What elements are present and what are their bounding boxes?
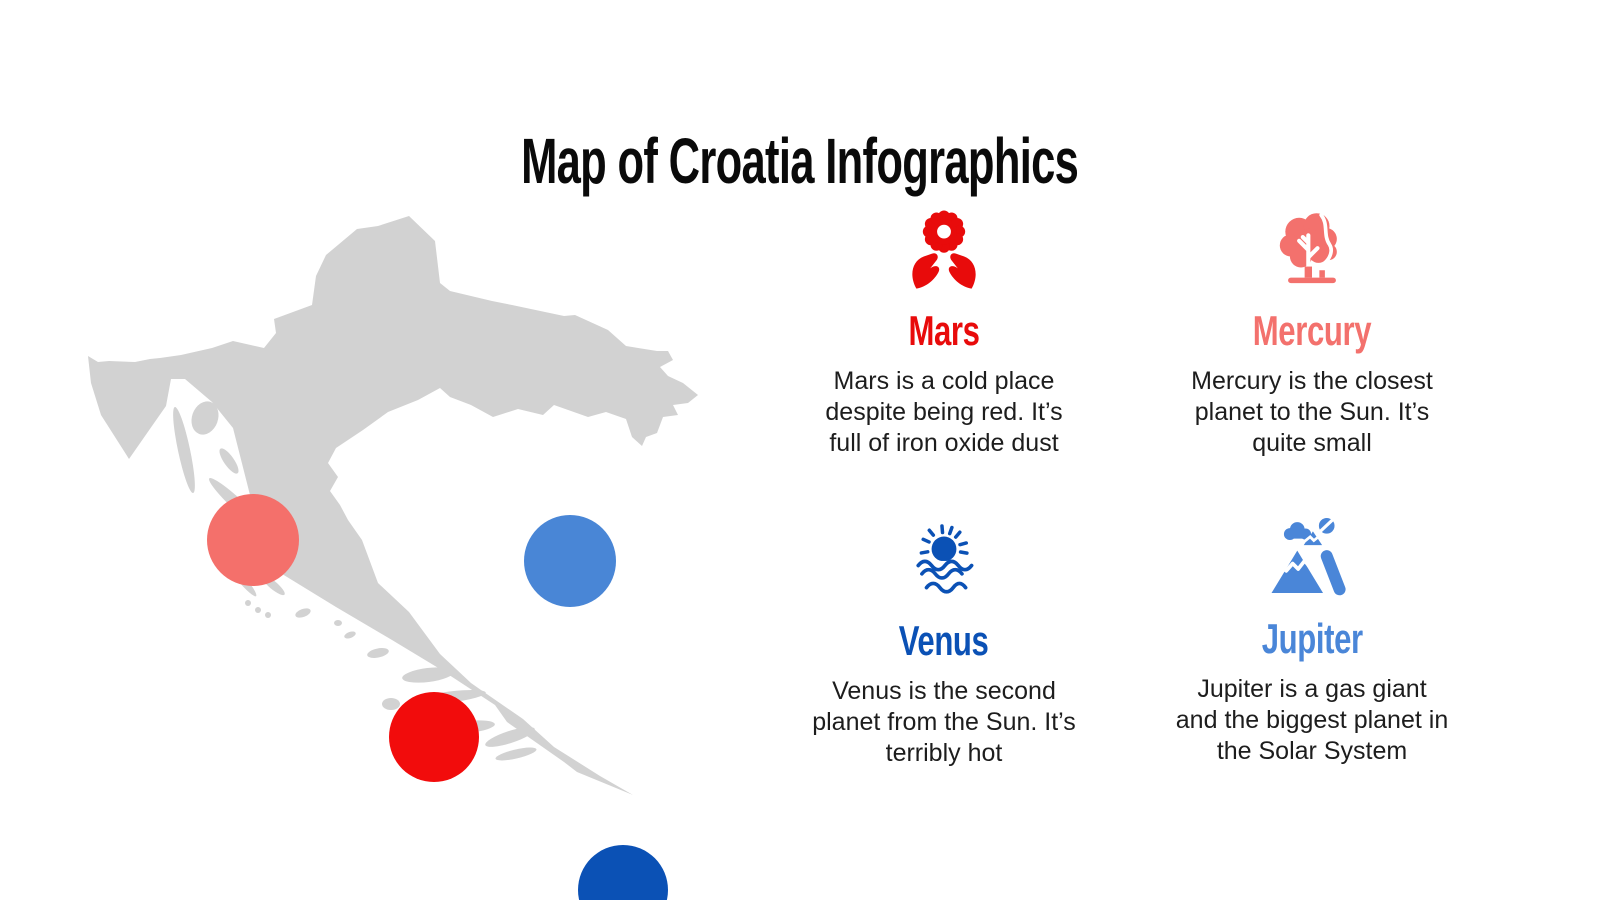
tree-icon [1266, 204, 1358, 296]
flower-in-hands-icon [898, 204, 990, 296]
map-marker-darkblue [578, 845, 668, 900]
sunrise-over-sea-icon [898, 514, 990, 606]
card-jupiter: Jupiter Jupiter is a gas giant and the b… [1142, 512, 1482, 767]
card-mercury: Mercury Mercury is the closest planet to… [1142, 204, 1482, 459]
map-marker-lightblue [524, 515, 616, 607]
card-title-mars: Mars [908, 307, 980, 354]
card-title-venus: Venus [899, 617, 989, 664]
map-marker-salmon [207, 494, 299, 586]
croatia-map [88, 205, 704, 900]
card-title-jupiter: Jupiter [1261, 615, 1363, 662]
card-venus: Venus Venus is the second planet from th… [774, 514, 1114, 769]
croatia-landmass [88, 216, 698, 795]
mountains-clouds-icon [1266, 512, 1358, 604]
map-marker-red [389, 692, 479, 782]
card-text-venus: Venus is the second planet from the Sun.… [812, 677, 1076, 767]
card-mars: Mars Mars is a cold place despite being … [774, 204, 1114, 459]
card-text-mercury: Mercury is the closest planet to the Sun… [1191, 367, 1433, 457]
card-text-mars: Mars is a cold place despite being red. … [825, 367, 1063, 457]
card-title-mercury: Mercury [1252, 307, 1372, 354]
page-title: Map of Croatia Infographics [521, 124, 1079, 197]
card-text-jupiter: Jupiter is a gas giant and the biggest p… [1175, 675, 1449, 765]
